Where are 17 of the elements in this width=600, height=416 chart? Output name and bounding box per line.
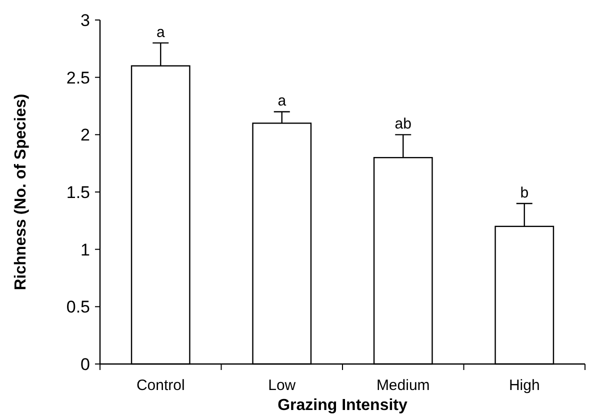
x-tick-label: High (508, 377, 540, 394)
y-tick-label: 2.5 (66, 68, 90, 88)
x-tick-label: Low (268, 377, 296, 394)
y-tick-label: 1 (80, 240, 90, 260)
y-tick-label: 1.5 (66, 182, 90, 202)
y-tick-label: 0 (80, 354, 90, 374)
y-tick-label: 3 (80, 10, 90, 30)
annotation: ab (394, 116, 412, 133)
annotation: b (520, 184, 529, 202)
y-tick-label: 2 (80, 126, 90, 145)
y-axis-title: Richness (No. of Species) (12, 94, 30, 290)
x-axis-title: Grazing Intensity (278, 397, 408, 414)
y-tick-label: 0.5 (66, 298, 90, 317)
annotation: a (156, 24, 166, 41)
x-tick-label: Control (136, 377, 185, 394)
x-tick-label: Medium (376, 377, 430, 394)
annotation: a (278, 92, 287, 110)
